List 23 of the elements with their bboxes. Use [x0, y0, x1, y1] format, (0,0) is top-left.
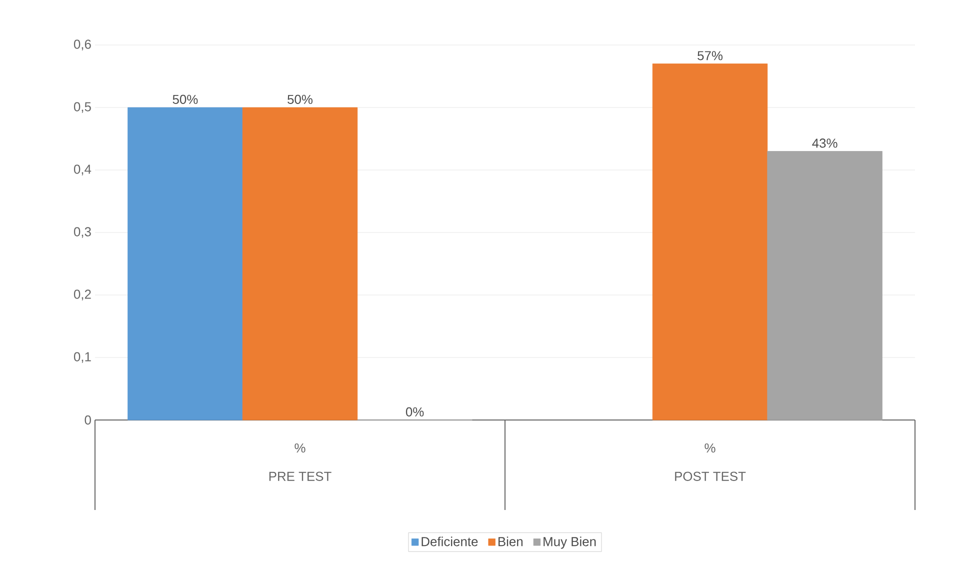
y-tick-label: 0: [84, 415, 91, 425]
y-tick-label: 0,5: [74, 102, 91, 113]
legend-label: Deficiente: [422, 536, 478, 546]
data-label: 50%: [288, 94, 313, 104]
bar: [128, 107, 243, 420]
y-tick-label: 0,4: [74, 164, 92, 176]
data-label: 43%: [812, 138, 838, 148]
data-label: 0%: [406, 407, 424, 416]
y-tick-label: 0,3: [74, 227, 91, 238]
bar: [652, 64, 768, 420]
y-tick-label: 0,1: [74, 352, 91, 363]
x-tick-label: PRE TEST: [269, 472, 332, 481]
y-tick-label: 0,2: [74, 290, 91, 300]
data-label: 50%: [172, 94, 198, 104]
legend-label: Muy Bien: [544, 536, 596, 549]
bar: [242, 107, 358, 420]
y-tick-label: 0,6: [74, 40, 91, 50]
text: %: [704, 443, 716, 453]
bar: [767, 151, 882, 420]
text: %: [294, 443, 306, 453]
data-label: 57%: [698, 51, 723, 60]
legend-label: Bien: [498, 536, 523, 546]
x-tick-label: POST TEST: [675, 472, 746, 481]
